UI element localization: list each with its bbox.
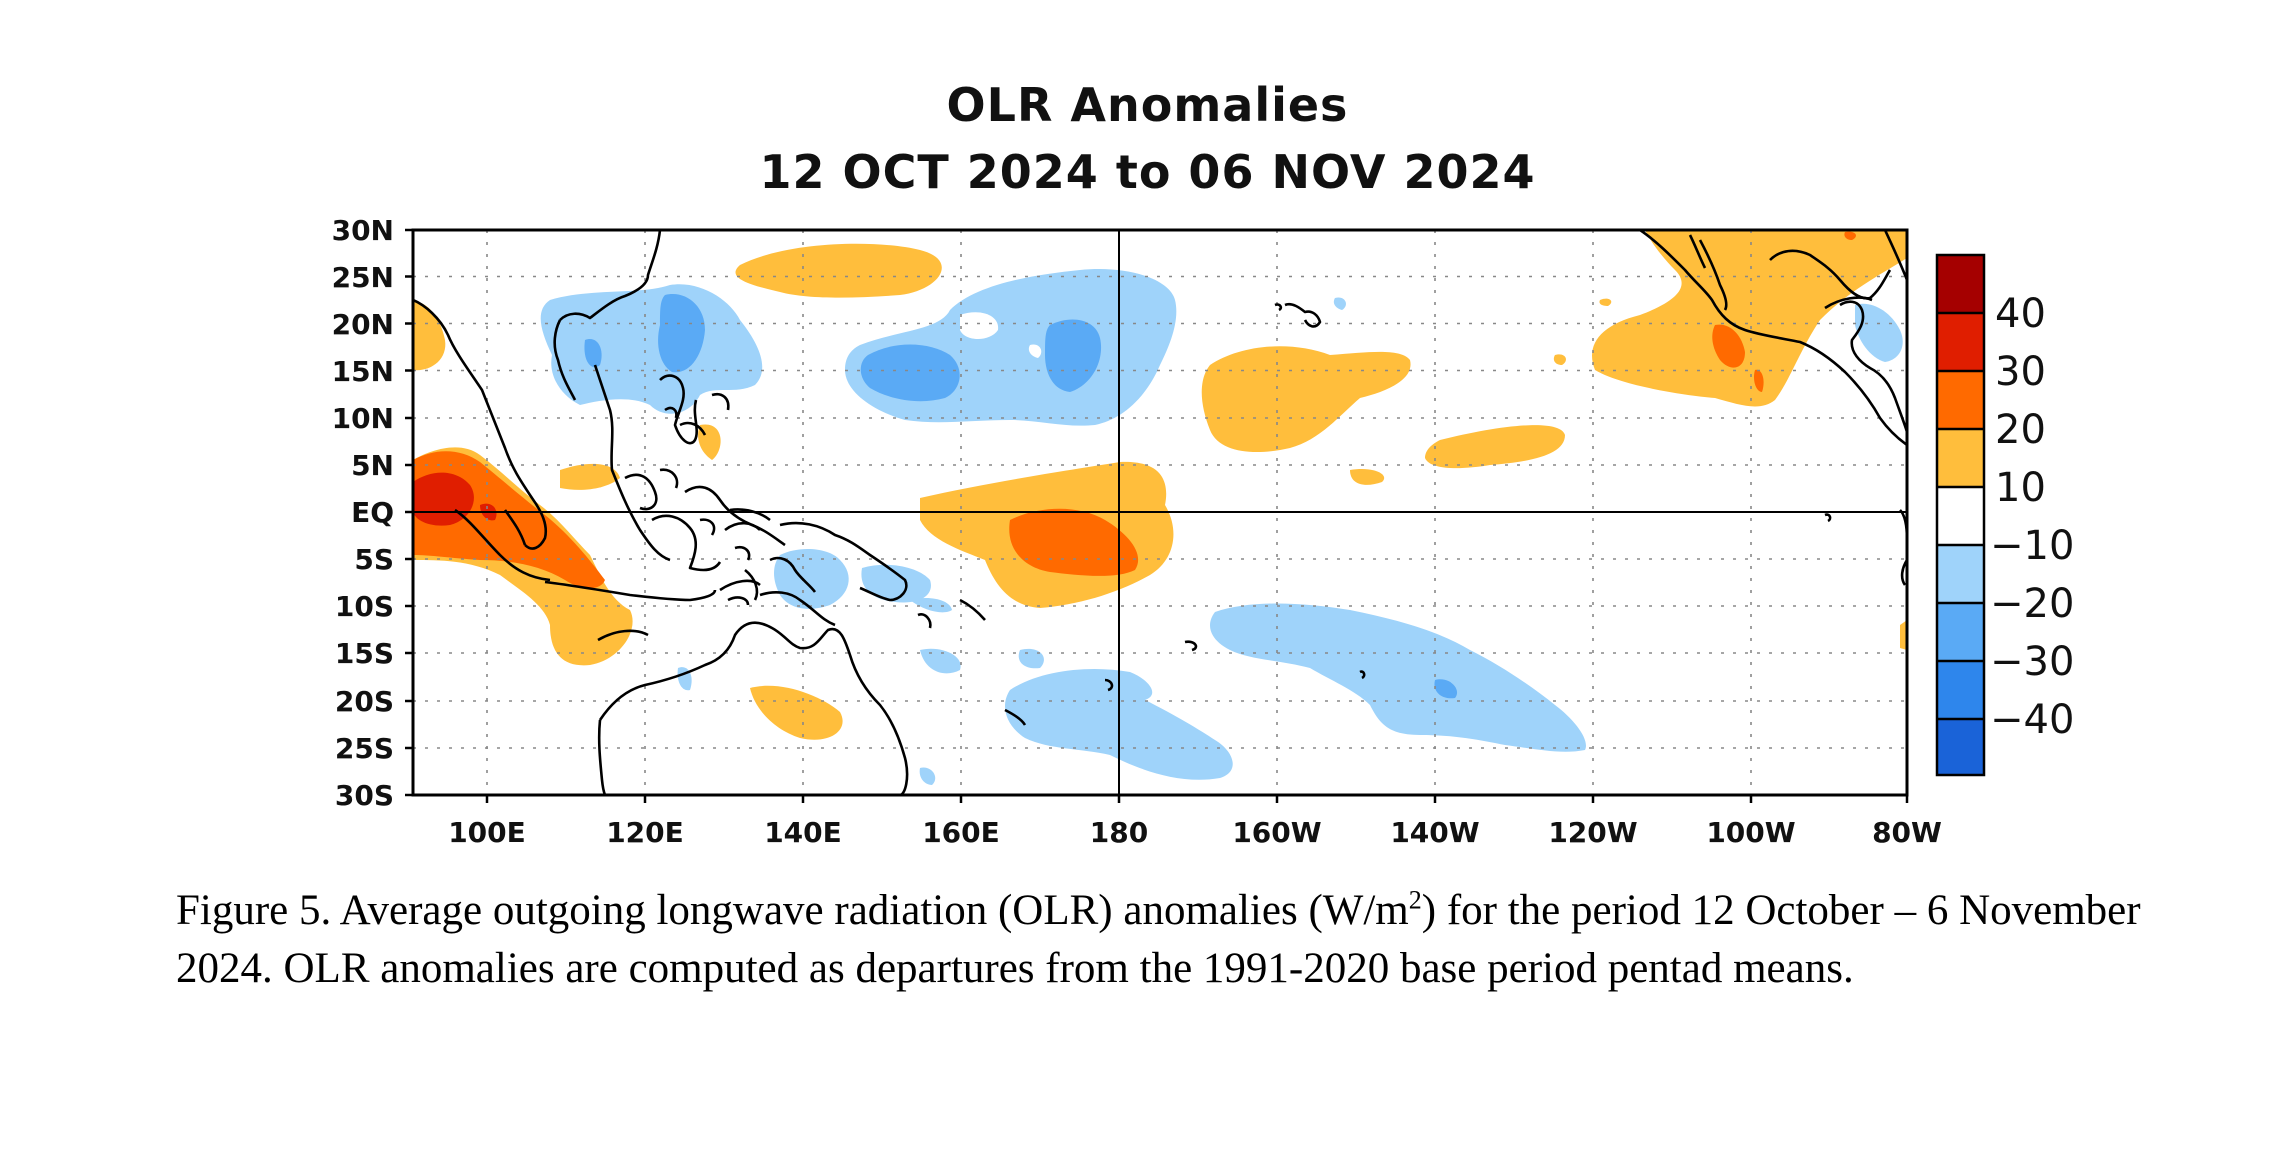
pos-anomaly-region xyxy=(1900,620,1907,650)
lat-label: 15N xyxy=(332,355,394,388)
lat-labels: 30N 25N 20N 15N 10N 5N EQ 5S 10S 15S 20S… xyxy=(332,214,394,812)
lat-label: 25N xyxy=(332,261,394,294)
lon-label: 100E xyxy=(448,816,526,849)
colorbar-label: 10 xyxy=(1995,465,2046,511)
map-grid xyxy=(413,230,1907,795)
lat-label: 5N xyxy=(351,449,394,482)
colorbar-swatch xyxy=(1937,487,1984,545)
lon-label: 180 xyxy=(1090,816,1148,849)
figure-caption: Figure 5. Average outgoing longwave radi… xyxy=(176,882,2166,998)
colorbar-swatch xyxy=(1937,661,1984,719)
colorbar-label: 20 xyxy=(1995,407,2046,453)
pos-anomaly-region xyxy=(750,685,843,740)
neg-anomaly-region xyxy=(1855,303,1903,362)
pos-strong-anomaly-region xyxy=(1712,324,1745,368)
caption-text-continued: ) for the period 12 October – 6 November… xyxy=(176,887,2141,992)
lat-label: 20N xyxy=(332,308,394,341)
neutral-region xyxy=(1028,344,1042,358)
caption-superscript: 2 xyxy=(1408,885,1422,915)
pos-strong-anomaly-region xyxy=(1844,231,1856,240)
lon-label: 120W xyxy=(1548,816,1637,849)
colorbar-label: −40 xyxy=(1990,697,2074,743)
colorbar-swatch xyxy=(1937,545,1984,603)
colorbar-swatch xyxy=(1937,371,1984,429)
lon-label: 100W xyxy=(1706,816,1795,849)
lon-label: 140E xyxy=(764,816,842,849)
colorbar: 40 30 20 10 −10 −20 −30 −40 xyxy=(1935,253,2074,777)
lon-label: 80W xyxy=(1872,816,1942,849)
neg-anomaly-region xyxy=(919,767,936,785)
colorbar-swatch xyxy=(1937,603,1984,661)
neg-anomaly-region xyxy=(1333,297,1346,310)
neg-strong-anomaly-region xyxy=(1434,679,1458,699)
lat-label: 30S xyxy=(335,779,394,812)
lon-label: 140W xyxy=(1390,816,1479,849)
colorbar-swatch xyxy=(1937,719,1984,775)
neg-strong-anomaly-region xyxy=(860,344,960,402)
lat-label: 15S xyxy=(335,637,394,670)
neg-anomaly-region xyxy=(920,648,961,674)
pos-anomaly-region xyxy=(560,463,620,490)
colorbar-swatch xyxy=(1937,313,1984,371)
pos-anomaly-region xyxy=(735,243,942,298)
lat-label: 25S xyxy=(335,732,394,765)
neg-anomaly-region xyxy=(910,598,952,613)
neg-anomaly-region xyxy=(861,564,931,603)
pos-anomaly-region xyxy=(1599,298,1612,306)
pos-anomaly-region xyxy=(1350,469,1385,485)
lon-label: 120E xyxy=(606,816,684,849)
colorbar-swatch xyxy=(1937,255,1984,313)
pos-anomaly-region xyxy=(1592,230,1907,407)
coastlines xyxy=(413,230,1907,795)
lat-label: 10S xyxy=(335,590,394,623)
lat-label: 30N xyxy=(332,214,394,247)
colorbar-label: 40 xyxy=(1995,291,2046,337)
neg-strong-anomaly-region xyxy=(658,294,705,373)
anomaly-shading xyxy=(413,230,1907,785)
neg-strong-anomaly-region xyxy=(584,339,602,368)
lon-label: 160E xyxy=(922,816,1000,849)
lat-label: 10N xyxy=(332,402,394,435)
lon-label: 160W xyxy=(1232,816,1321,849)
pos-anomaly-region xyxy=(1425,425,1565,469)
colorbar-label: −20 xyxy=(1990,581,2074,627)
pos-strong-anomaly-region xyxy=(1009,508,1139,576)
map-date-range: 12 OCT 2024 to 06 NOV 2024 xyxy=(759,145,1536,199)
pos-anomaly-region xyxy=(1553,354,1566,365)
colorbar-label: −10 xyxy=(1990,523,2074,569)
colorbar-label: 30 xyxy=(1995,349,2046,395)
tick-marks xyxy=(405,228,1909,803)
neg-anomaly-region xyxy=(774,548,849,609)
caption-text: Figure 5. Average outgoing longwave radi… xyxy=(176,887,1409,934)
colorbar-frame xyxy=(1935,253,1986,777)
pos-strong-anomaly-region xyxy=(1753,369,1764,392)
neg-anomaly-region xyxy=(1210,603,1586,752)
neutral-region xyxy=(960,312,999,339)
colorbar-swatch xyxy=(1937,429,1984,487)
lat-label: 20S xyxy=(335,685,394,718)
pos-anomaly-region xyxy=(1201,346,1411,453)
neg-anomaly-region xyxy=(540,284,763,414)
colorbar-label: −30 xyxy=(1990,639,2074,685)
neg-strong-anomaly-region xyxy=(1045,319,1102,392)
lat-label: 5S xyxy=(354,543,394,576)
lon-labels: 100E 120E 140E 160E 180 160W 140W 120W 1… xyxy=(448,816,1942,849)
map-title: OLR Anomalies xyxy=(946,78,1349,132)
lat-label: EQ xyxy=(351,496,394,529)
